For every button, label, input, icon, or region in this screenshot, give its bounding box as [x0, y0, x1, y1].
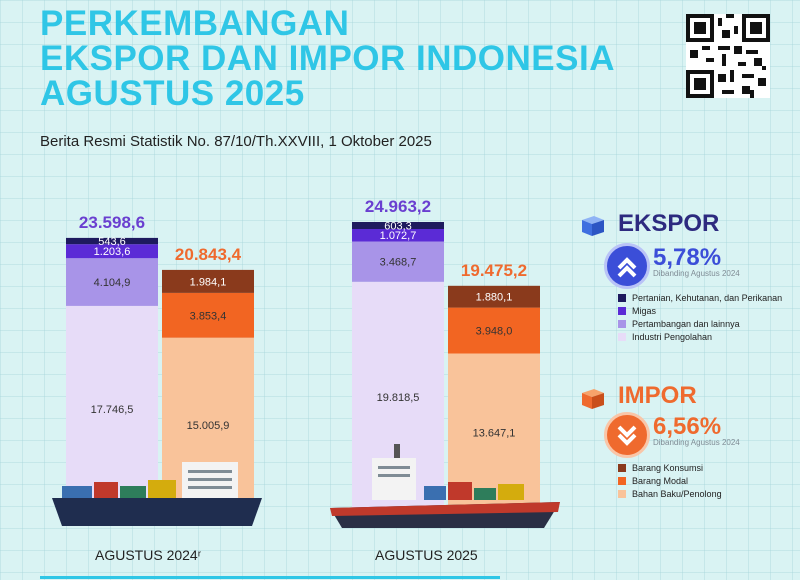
container-icon-impor	[582, 389, 604, 409]
qr-code-icon	[686, 14, 770, 98]
impor-value-label-0-2: 1.984,1	[190, 276, 227, 288]
legend-modal: Barang Modal	[618, 476, 688, 486]
ekspor-value-label-0-3: 543,6	[98, 236, 126, 248]
ekspor-bar-0-3	[66, 237, 158, 245]
ekspor-bar-0-0	[66, 305, 158, 512]
ekspor-bar-1-1	[352, 241, 444, 282]
legend-bahan: Bahan Baku/Penolong	[618, 489, 722, 499]
ekspor-label: EKSPOR	[618, 210, 720, 237]
impor-total-label-1: 19.475,2	[461, 261, 527, 280]
page-title: PERKEMBANGAN EKSPOR DAN IMPOR INDONESIA …	[40, 6, 615, 111]
ekspor-bar-0-2	[66, 244, 158, 259]
legend-industri-label: Industri Pengolahan	[632, 332, 713, 342]
title-line-1: PERKEMBANGAN	[40, 4, 350, 43]
ekspor-bar-1-2	[352, 229, 444, 242]
title-line-3: AGUSTUS 2025	[40, 74, 305, 113]
impor-bar-1-2	[448, 285, 540, 308]
impor-bar-1-1	[448, 307, 540, 354]
legend-pertambangan-label: Pertambangan dan lainnya	[632, 319, 740, 329]
ekspor-value-label-1-2: 1.072,7	[380, 230, 417, 242]
legend-industri: Industri Pengolahan	[618, 332, 712, 342]
legend-pertanian-label: Pertanian, Kehutanan, dan Perikanan	[632, 293, 783, 303]
impor-value-label-0-0: 15.005,9	[187, 420, 230, 432]
legend-modal-label: Barang Modal	[632, 476, 689, 486]
impor-bar-0-1	[162, 292, 254, 338]
ekspor-total-label-0: 23.598,6	[79, 213, 145, 232]
impor-pct: 6,56%	[653, 413, 722, 440]
ekspor-value-label-0-1: 4.104,9	[94, 277, 131, 289]
legend-migas: Migas	[618, 306, 656, 316]
subtitle: Berita Resmi Statistik No. 87/10/Th.XXVI…	[40, 133, 432, 150]
ekspor-value-label-1-3: 603,3	[384, 221, 412, 233]
legend-pertambangan: Pertambangan dan lainnya	[618, 319, 740, 329]
impor-compare: Dibanding Agustus 2024	[653, 438, 740, 447]
impor-value-label-1-1: 3.948,0	[476, 326, 513, 338]
legend-bahan-label: Bahan Baku/Penolong	[632, 489, 722, 499]
ekspor-value-label-1-1: 3.468,7	[380, 257, 417, 269]
legend-pertanian: Pertanian, Kehutanan, dan Perikanan	[618, 293, 782, 303]
bottom-rule	[40, 576, 500, 579]
impor-value-label-1-2: 1.880,1	[476, 292, 513, 304]
ekspor-value-label-0-2: 1.203,6	[94, 246, 131, 258]
x-tick-label-2024: AGUSTUS 2024ʳ	[95, 547, 202, 563]
container-icon-ekspor	[582, 216, 604, 236]
legend-migas-label: Migas	[632, 306, 657, 316]
impor-total-label-0: 20.843,4	[175, 245, 242, 264]
ekspor-value-label-0-0: 17.746,5	[91, 404, 134, 416]
ekspor-value-label-1-0: 19.818,5	[377, 392, 420, 404]
ekspor-compare: Dibanding Agustus 2024	[653, 269, 740, 278]
impor-label: IMPOR	[618, 382, 697, 409]
impor-value-label-0-1: 3.853,4	[190, 310, 227, 322]
container-ship-2024	[52, 462, 262, 526]
ekspor-total-label-1: 24.963,2	[365, 197, 431, 216]
down-arrow-icon	[604, 412, 650, 458]
legend-konsumsi: Barang Konsumsi	[618, 463, 703, 473]
impor-bar-0-2	[162, 269, 254, 293]
legend-konsumsi-label: Barang Konsumsi	[632, 463, 704, 473]
ekspor-bar-1-3	[352, 222, 444, 229]
title-line-2: EKSPOR DAN IMPOR INDONESIA	[40, 39, 615, 78]
ekspor-bar-0-1	[66, 258, 158, 306]
x-tick-label-2025: AGUSTUS 2025	[375, 547, 478, 563]
up-arrow-icon	[604, 243, 650, 289]
container-ship-2025	[330, 444, 560, 528]
ekspor-pct: 5,78%	[653, 244, 722, 271]
impor-value-label-1-0: 13.647,1	[473, 428, 516, 440]
